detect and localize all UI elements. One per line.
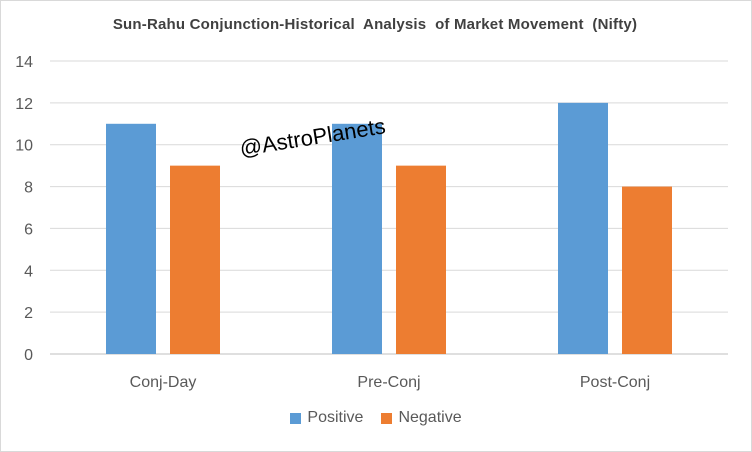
x-category-label: Conj-Day bbox=[130, 374, 197, 391]
legend-swatch-negative bbox=[381, 412, 393, 424]
bar-positive-pre-conj bbox=[332, 123, 382, 355]
y-tick-label: 0 bbox=[24, 347, 33, 364]
chart-legend: Positive Negative bbox=[0, 409, 752, 427]
x-category-label: Pre-Conj bbox=[357, 374, 420, 391]
bar-positive-post-conj bbox=[558, 102, 608, 354]
x-category-label: Post-Conj bbox=[580, 374, 650, 391]
y-tick-label: 4 bbox=[24, 263, 33, 280]
legend-label-negative: Negative bbox=[398, 409, 462, 426]
chart-title: Sun-Rahu Conjunction-Historical Analysis… bbox=[112, 16, 638, 33]
y-tick-label: 12 bbox=[15, 96, 33, 113]
y-tick-label: 14 bbox=[15, 54, 33, 71]
legend-swatch-positive bbox=[290, 412, 302, 424]
bar-negative-conj-day bbox=[170, 165, 220, 354]
bar-negative-pre-conj bbox=[396, 165, 446, 354]
bar-negative-post-conj bbox=[622, 186, 672, 354]
y-tick-label: 10 bbox=[15, 138, 33, 155]
legend-item-negative: Negative bbox=[381, 409, 462, 427]
y-tick-label: 8 bbox=[24, 180, 33, 197]
y-tick-label: 2 bbox=[24, 305, 33, 322]
legend-item-positive: Positive bbox=[290, 409, 363, 427]
y-tick-label: 6 bbox=[24, 221, 33, 238]
legend-label-positive: Positive bbox=[307, 409, 364, 426]
bar-positive-conj-day bbox=[106, 123, 156, 355]
